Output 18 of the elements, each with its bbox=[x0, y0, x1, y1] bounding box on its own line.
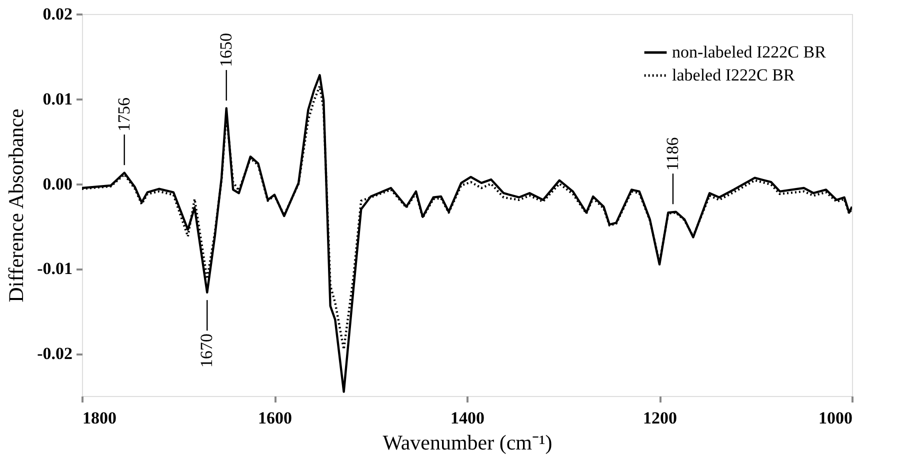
y-tick-label: -0.02 bbox=[37, 344, 72, 364]
y-tick-label: 0.00 bbox=[42, 174, 72, 194]
y-axis-title: Difference Absorbance bbox=[4, 108, 28, 302]
x-tick-label: 1600 bbox=[258, 408, 292, 428]
y-tick-label: 0.01 bbox=[42, 89, 72, 108]
legend-label: non-labeled I222C BR bbox=[672, 42, 827, 62]
x-tick-label: 1000 bbox=[818, 408, 852, 428]
y-tick-label: 0.02 bbox=[42, 4, 72, 24]
y-tick-label: -0.01 bbox=[37, 259, 72, 278]
x-tick-label: 1400 bbox=[450, 408, 484, 428]
annotation: 1186 bbox=[662, 137, 682, 171]
annotation: 1756 bbox=[114, 98, 134, 132]
x-tick-label: 1800 bbox=[82, 408, 116, 428]
annotation: 1650 bbox=[216, 33, 236, 68]
x-tick-label: 1200 bbox=[643, 408, 677, 428]
legend-label: labeled I222C BR bbox=[672, 66, 796, 84]
annotation: 1670 bbox=[197, 334, 216, 368]
x-axis-title: Wavenumber (cm⁻¹) bbox=[382, 430, 552, 454]
